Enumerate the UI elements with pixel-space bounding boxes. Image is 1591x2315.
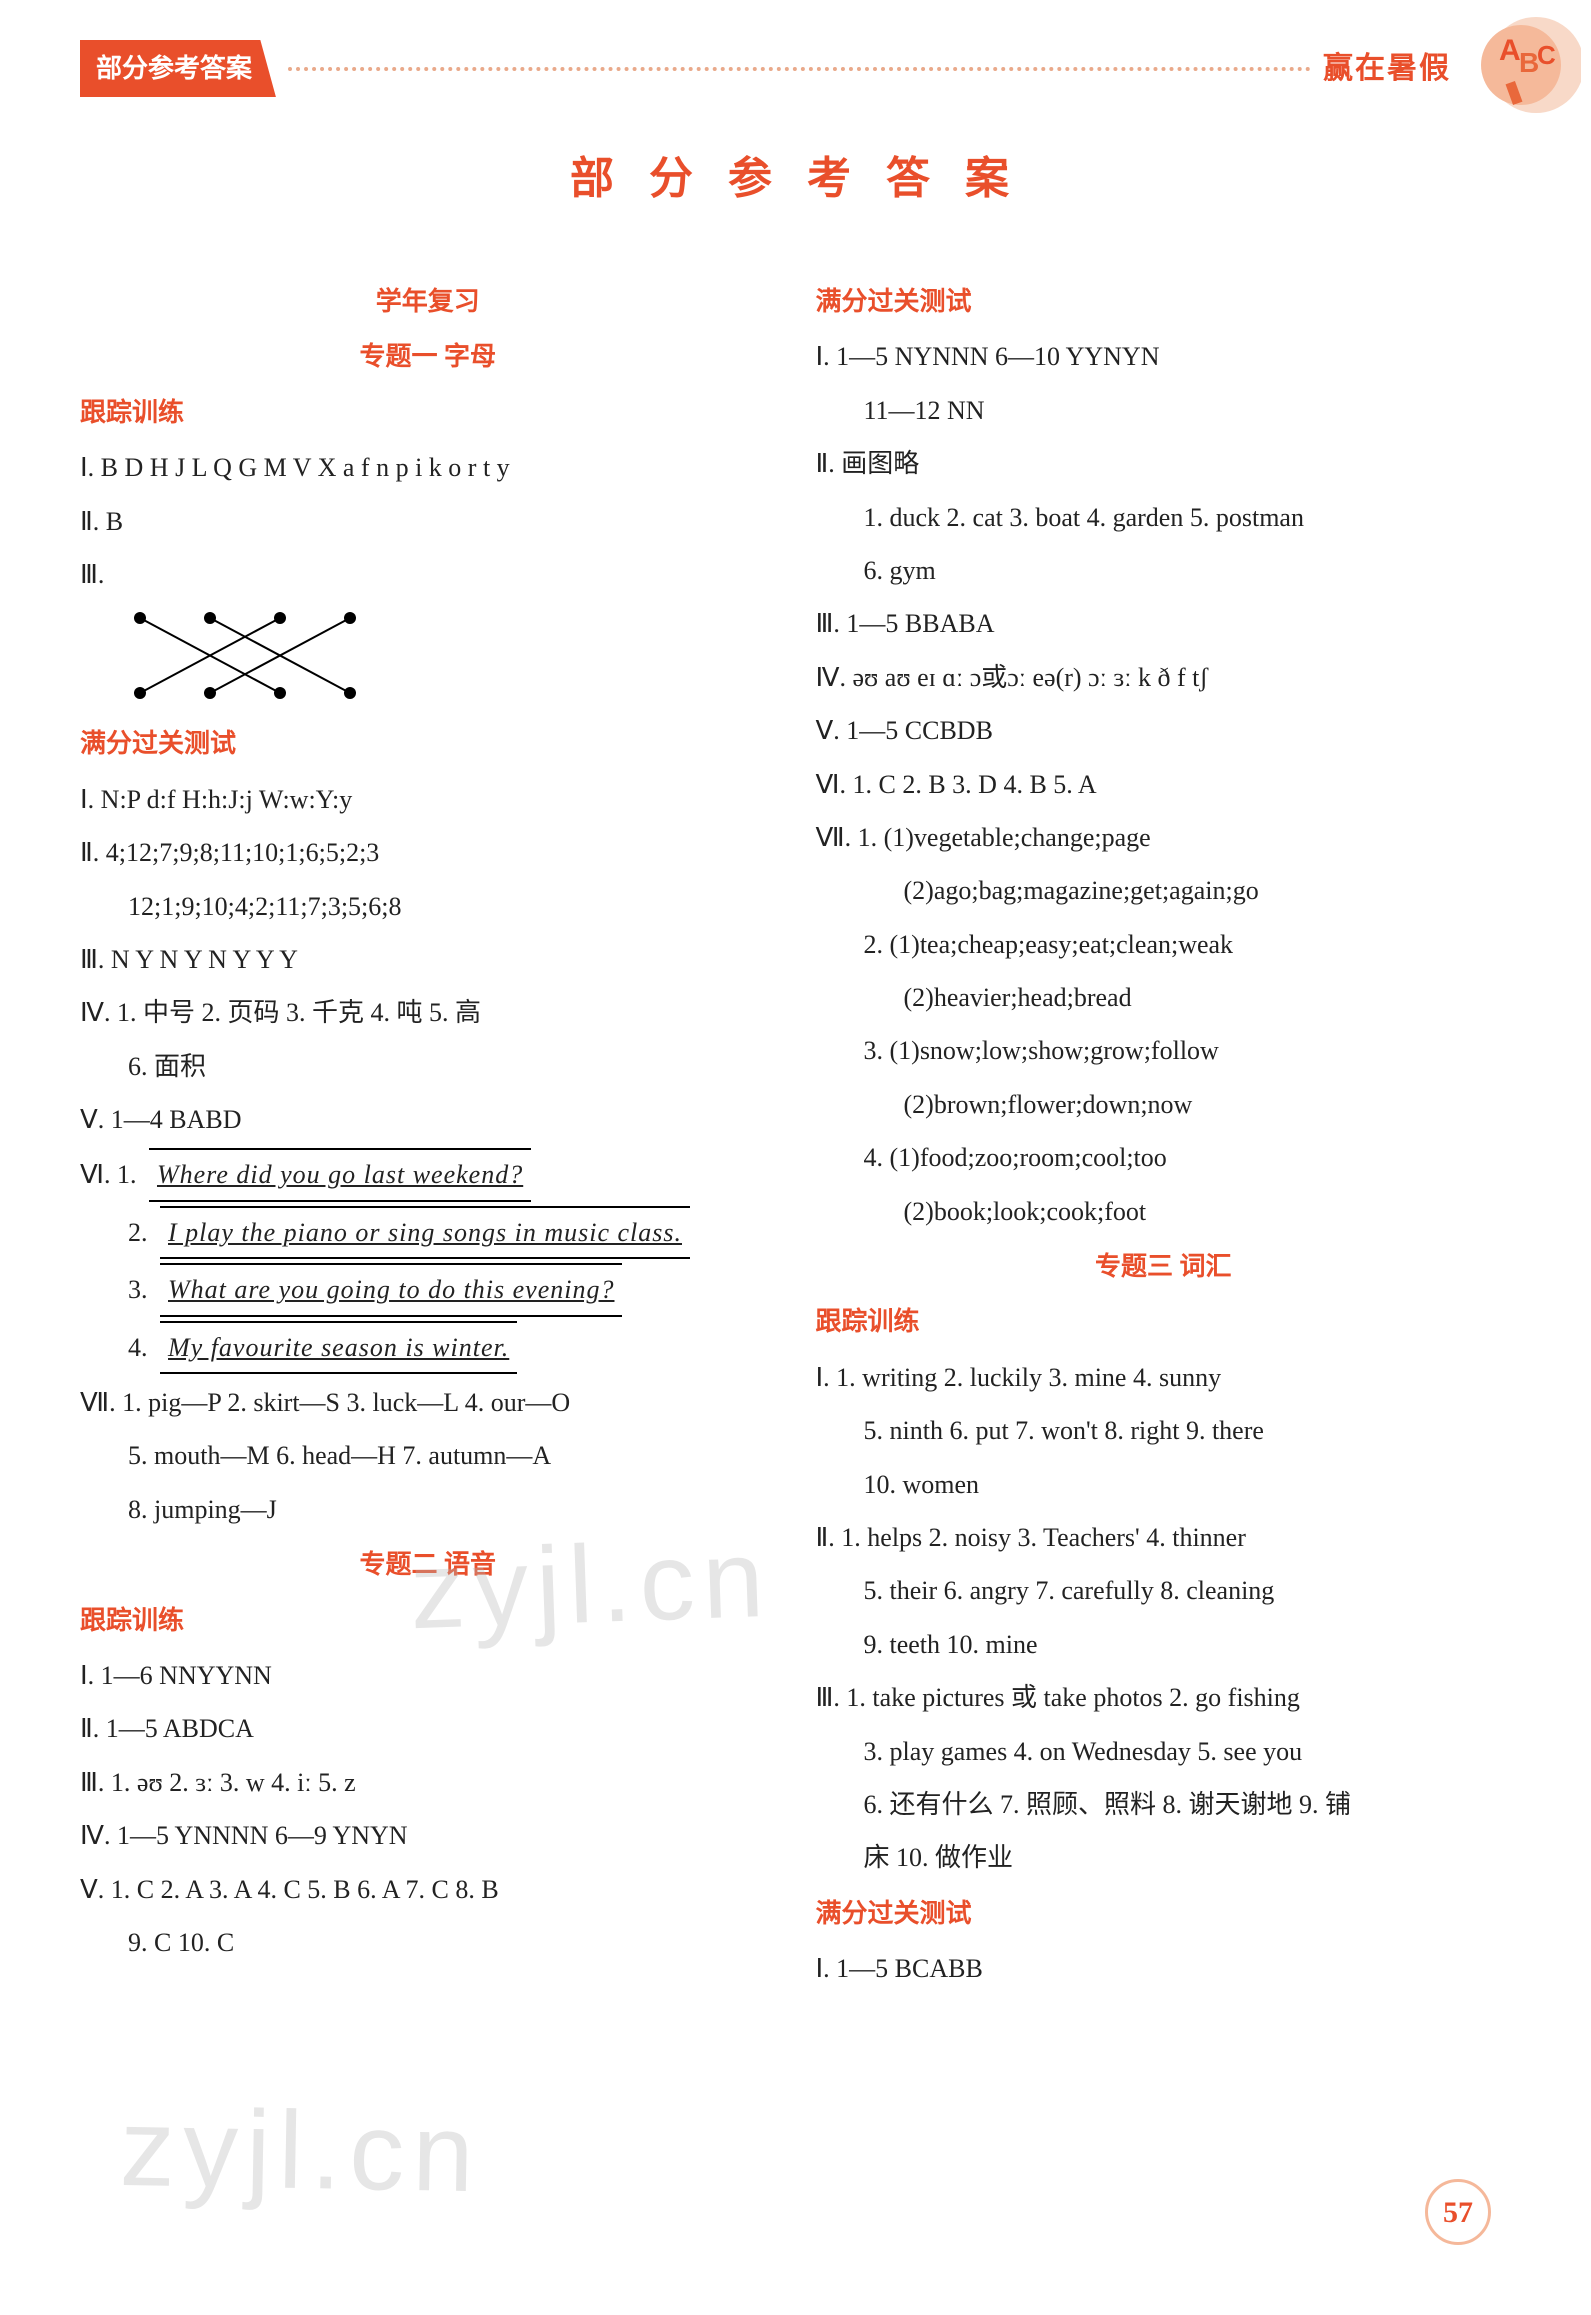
fm-vii-a: Ⅶ. 1. pig—P 2. skirt—S 3. luck—L 4. our—… xyxy=(80,1378,776,1427)
t1-iii-label: Ⅲ. xyxy=(80,550,776,599)
topic3-fullmark-block: Ⅰ. 1—5 BCABB xyxy=(816,1944,1512,1993)
t3-i-a: Ⅰ. 1. writing 2. luckily 3. mine 4. sunn… xyxy=(816,1353,1512,1402)
t3-ii-a: Ⅱ. 1. helps 2. noisy 3. Teachers' 4. thi… xyxy=(816,1513,1512,1562)
t2-ii: Ⅱ. 1—5 ABDCA xyxy=(80,1704,776,1753)
fm-vi-4: 4. My favourite season is winter. xyxy=(80,1321,776,1374)
page-number: 57 xyxy=(1425,2179,1491,2245)
svg-text:C: C xyxy=(1537,40,1558,70)
r-i-a: Ⅰ. 1—5 NYNNN 6—10 YYNYN xyxy=(816,332,1512,381)
r-vii-3a: 3. (1)snow;low;show;grow;follow xyxy=(816,1026,1512,1075)
topic1-fullmark-block: Ⅰ. N:P d:f H:h:J:j W:w:Y:y Ⅱ. 4;12;7;9;8… xyxy=(80,775,776,1534)
main-title: 部 分 参 考 答 案 xyxy=(80,137,1511,221)
fm-vi-3: 3. What are you going to do this evening… xyxy=(80,1263,776,1316)
right-fullmark-block: Ⅰ. 1—5 NYNNN 6—10 YYNYN 11—12 NN Ⅱ. 画图略 … xyxy=(816,332,1512,1236)
header-dots xyxy=(288,67,1311,71)
t3-i-c: 10. women xyxy=(816,1460,1512,1509)
r-vii-4a: 4. (1)food;zoo;room;cool;too xyxy=(816,1133,1512,1182)
watermark-2: zyjl.cn xyxy=(118,2043,483,2258)
r-vii-4b: (2)book;look;cook;foot xyxy=(816,1187,1512,1236)
fullmark-heading-r1: 满分过关测试 xyxy=(816,277,1512,326)
r-vi: Ⅵ. 1. C 2. B 3. D 4. B 5. A xyxy=(816,760,1512,809)
r-iv: Ⅳ. əʊ aʊ eɪ ɑː ɔ或ɔː eə(r) ɔː ɜː k ð f tʃ xyxy=(816,653,1512,702)
r-vii-2a: 2. (1)tea;cheap;easy;eat;clean;weak xyxy=(816,920,1512,969)
fullmark-heading-3: 满分过关测试 xyxy=(816,1889,1512,1938)
topic1-heading: 专题一 字母 xyxy=(80,332,776,381)
fm-v: Ⅴ. 1—4 BABD xyxy=(80,1095,776,1144)
abc-badge-icon: A B C xyxy=(1451,10,1581,140)
r-i-b: 11—12 NN xyxy=(816,386,1512,435)
r-vii-3b: (2)brown;flower;down;now xyxy=(816,1080,1512,1129)
r-vii-1a: Ⅶ. 1. (1)vegetable;change;page xyxy=(816,813,1512,862)
r-ii-label: Ⅱ. 画图略 xyxy=(816,439,1512,488)
matching-diagram xyxy=(120,603,400,713)
t3-iii-d: 床 10. 做作业 xyxy=(816,1833,1512,1882)
r-ii-b: 6. gym xyxy=(816,546,1512,595)
r-iii: Ⅲ. 1—5 BBABA xyxy=(816,599,1512,648)
t3-iii-c: 6. 还有什么 7. 照顾、照料 8. 谢天谢地 9. 铺 xyxy=(816,1780,1512,1829)
fm-iv-b: 6. 面积 xyxy=(80,1042,776,1091)
header-right-title: 赢在暑假 A B C xyxy=(1323,40,1511,97)
fm-vi-1: Ⅵ. 1. Where did you go last weekend? xyxy=(80,1148,776,1201)
topic2-tracking-block: Ⅰ. 1—6 NNYYNN Ⅱ. 1—5 ABDCA Ⅲ. 1. əʊ 2. ɜ… xyxy=(80,1651,776,1967)
script-line-1: Where did you go last weekend? xyxy=(149,1148,531,1201)
content-columns: 学年复习 专题一 字母 跟踪训练 Ⅰ. B D H J L Q G M V X … xyxy=(80,271,1511,1998)
t2-v-b: 9. C 10. C xyxy=(80,1918,776,1967)
fm-ii-b: 12;1;9;10;4;2;11;7;3;5;6;8 xyxy=(80,882,776,931)
fm-vi-label: Ⅵ. xyxy=(80,1160,110,1189)
script-line-2: I play the piano or sing songs in music … xyxy=(160,1206,690,1259)
r-v: Ⅴ. 1—5 CCBDB xyxy=(816,706,1512,755)
topic3-heading: 专题三 词汇 xyxy=(816,1242,1512,1291)
tracking-heading-1: 跟踪训练 xyxy=(80,388,776,437)
t3-ii-c: 9. teeth 10. mine xyxy=(816,1620,1512,1669)
header-right-text: 赢在暑假 xyxy=(1323,52,1451,85)
fm-vii-c: 8. jumping—J xyxy=(80,1485,776,1534)
t2-iii: Ⅲ. 1. əʊ 2. ɜː 3. w 4. iː 5. z xyxy=(80,1758,776,1807)
script-line-3: What are you going to do this evening? xyxy=(160,1263,622,1316)
t3-iii-a: Ⅲ. 1. take pictures 或 take photos 2. go … xyxy=(816,1673,1512,1722)
r-vii-2b: (2)heavier;head;bread xyxy=(816,973,1512,1022)
t3-i-b: 5. ninth 6. put 7. won't 8. right 9. the… xyxy=(816,1406,1512,1455)
r-ii-a: 1. duck 2. cat 3. boat 4. garden 5. post… xyxy=(816,493,1512,542)
tracking-heading-2: 跟踪训练 xyxy=(80,1596,776,1645)
fm-iv-a: Ⅳ. 1. 中号 2. 页码 3. 千克 4. 吨 5. 高 xyxy=(80,988,776,1037)
fm-vii-b: 5. mouth—M 6. head—H 7. autumn—A xyxy=(80,1431,776,1480)
script-line-4: My favourite season is winter. xyxy=(160,1321,517,1374)
fm3-i: Ⅰ. 1—5 BCABB xyxy=(816,1944,1512,1993)
fm-iii: Ⅲ. N Y N Y N Y Y Y xyxy=(80,935,776,984)
fullmark-heading-1: 满分过关测试 xyxy=(80,719,776,768)
t1-ii: Ⅱ. B xyxy=(80,497,776,546)
page-header: 部分参考答案 赢在暑假 A B C xyxy=(80,40,1511,97)
t2-i: Ⅰ. 1—6 NNYYNN xyxy=(80,1651,776,1700)
t2-iv: Ⅳ. 1—5 YNNNN 6—9 YNYN xyxy=(80,1811,776,1860)
review-heading: 学年复习 xyxy=(80,277,776,326)
left-column: 学年复习 专题一 字母 跟踪训练 Ⅰ. B D H J L Q G M V X … xyxy=(80,271,776,1998)
fm-ii-a: Ⅱ. 4;12;7;9;8;11;10;1;6;5;2;3 xyxy=(80,828,776,877)
t1-i: Ⅰ. B D H J L Q G M V X a f n p i k o r t… xyxy=(80,443,776,492)
header-left-tab: 部分参考答案 xyxy=(80,40,276,97)
t3-ii-b: 5. their 6. angry 7. carefully 8. cleani… xyxy=(816,1566,1512,1615)
fm-i: Ⅰ. N:P d:f H:h:J:j W:w:Y:y xyxy=(80,775,776,824)
right-column: 满分过关测试 Ⅰ. 1—5 NYNNN 6—10 YYNYN 11—12 NN … xyxy=(816,271,1512,1998)
t2-v-a: Ⅴ. 1. C 2. A 3. A 4. C 5. B 6. A 7. C 8.… xyxy=(80,1865,776,1914)
topic3-tracking-block: Ⅰ. 1. writing 2. luckily 3. mine 4. sunn… xyxy=(816,1353,1512,1883)
tracking-heading-3: 跟踪训练 xyxy=(816,1297,1512,1346)
topic1-tracking-block: Ⅰ. B D H J L Q G M V X a f n p i k o r t… xyxy=(80,443,776,713)
fm-vi-2: 2. I play the piano or sing songs in mus… xyxy=(80,1206,776,1259)
topic2-heading: 专题二 语音 xyxy=(80,1540,776,1589)
t3-iii-b: 3. play games 4. on Wednesday 5. see you xyxy=(816,1727,1512,1776)
r-vii-1b: (2)ago;bag;magazine;get;again;go xyxy=(816,866,1512,915)
